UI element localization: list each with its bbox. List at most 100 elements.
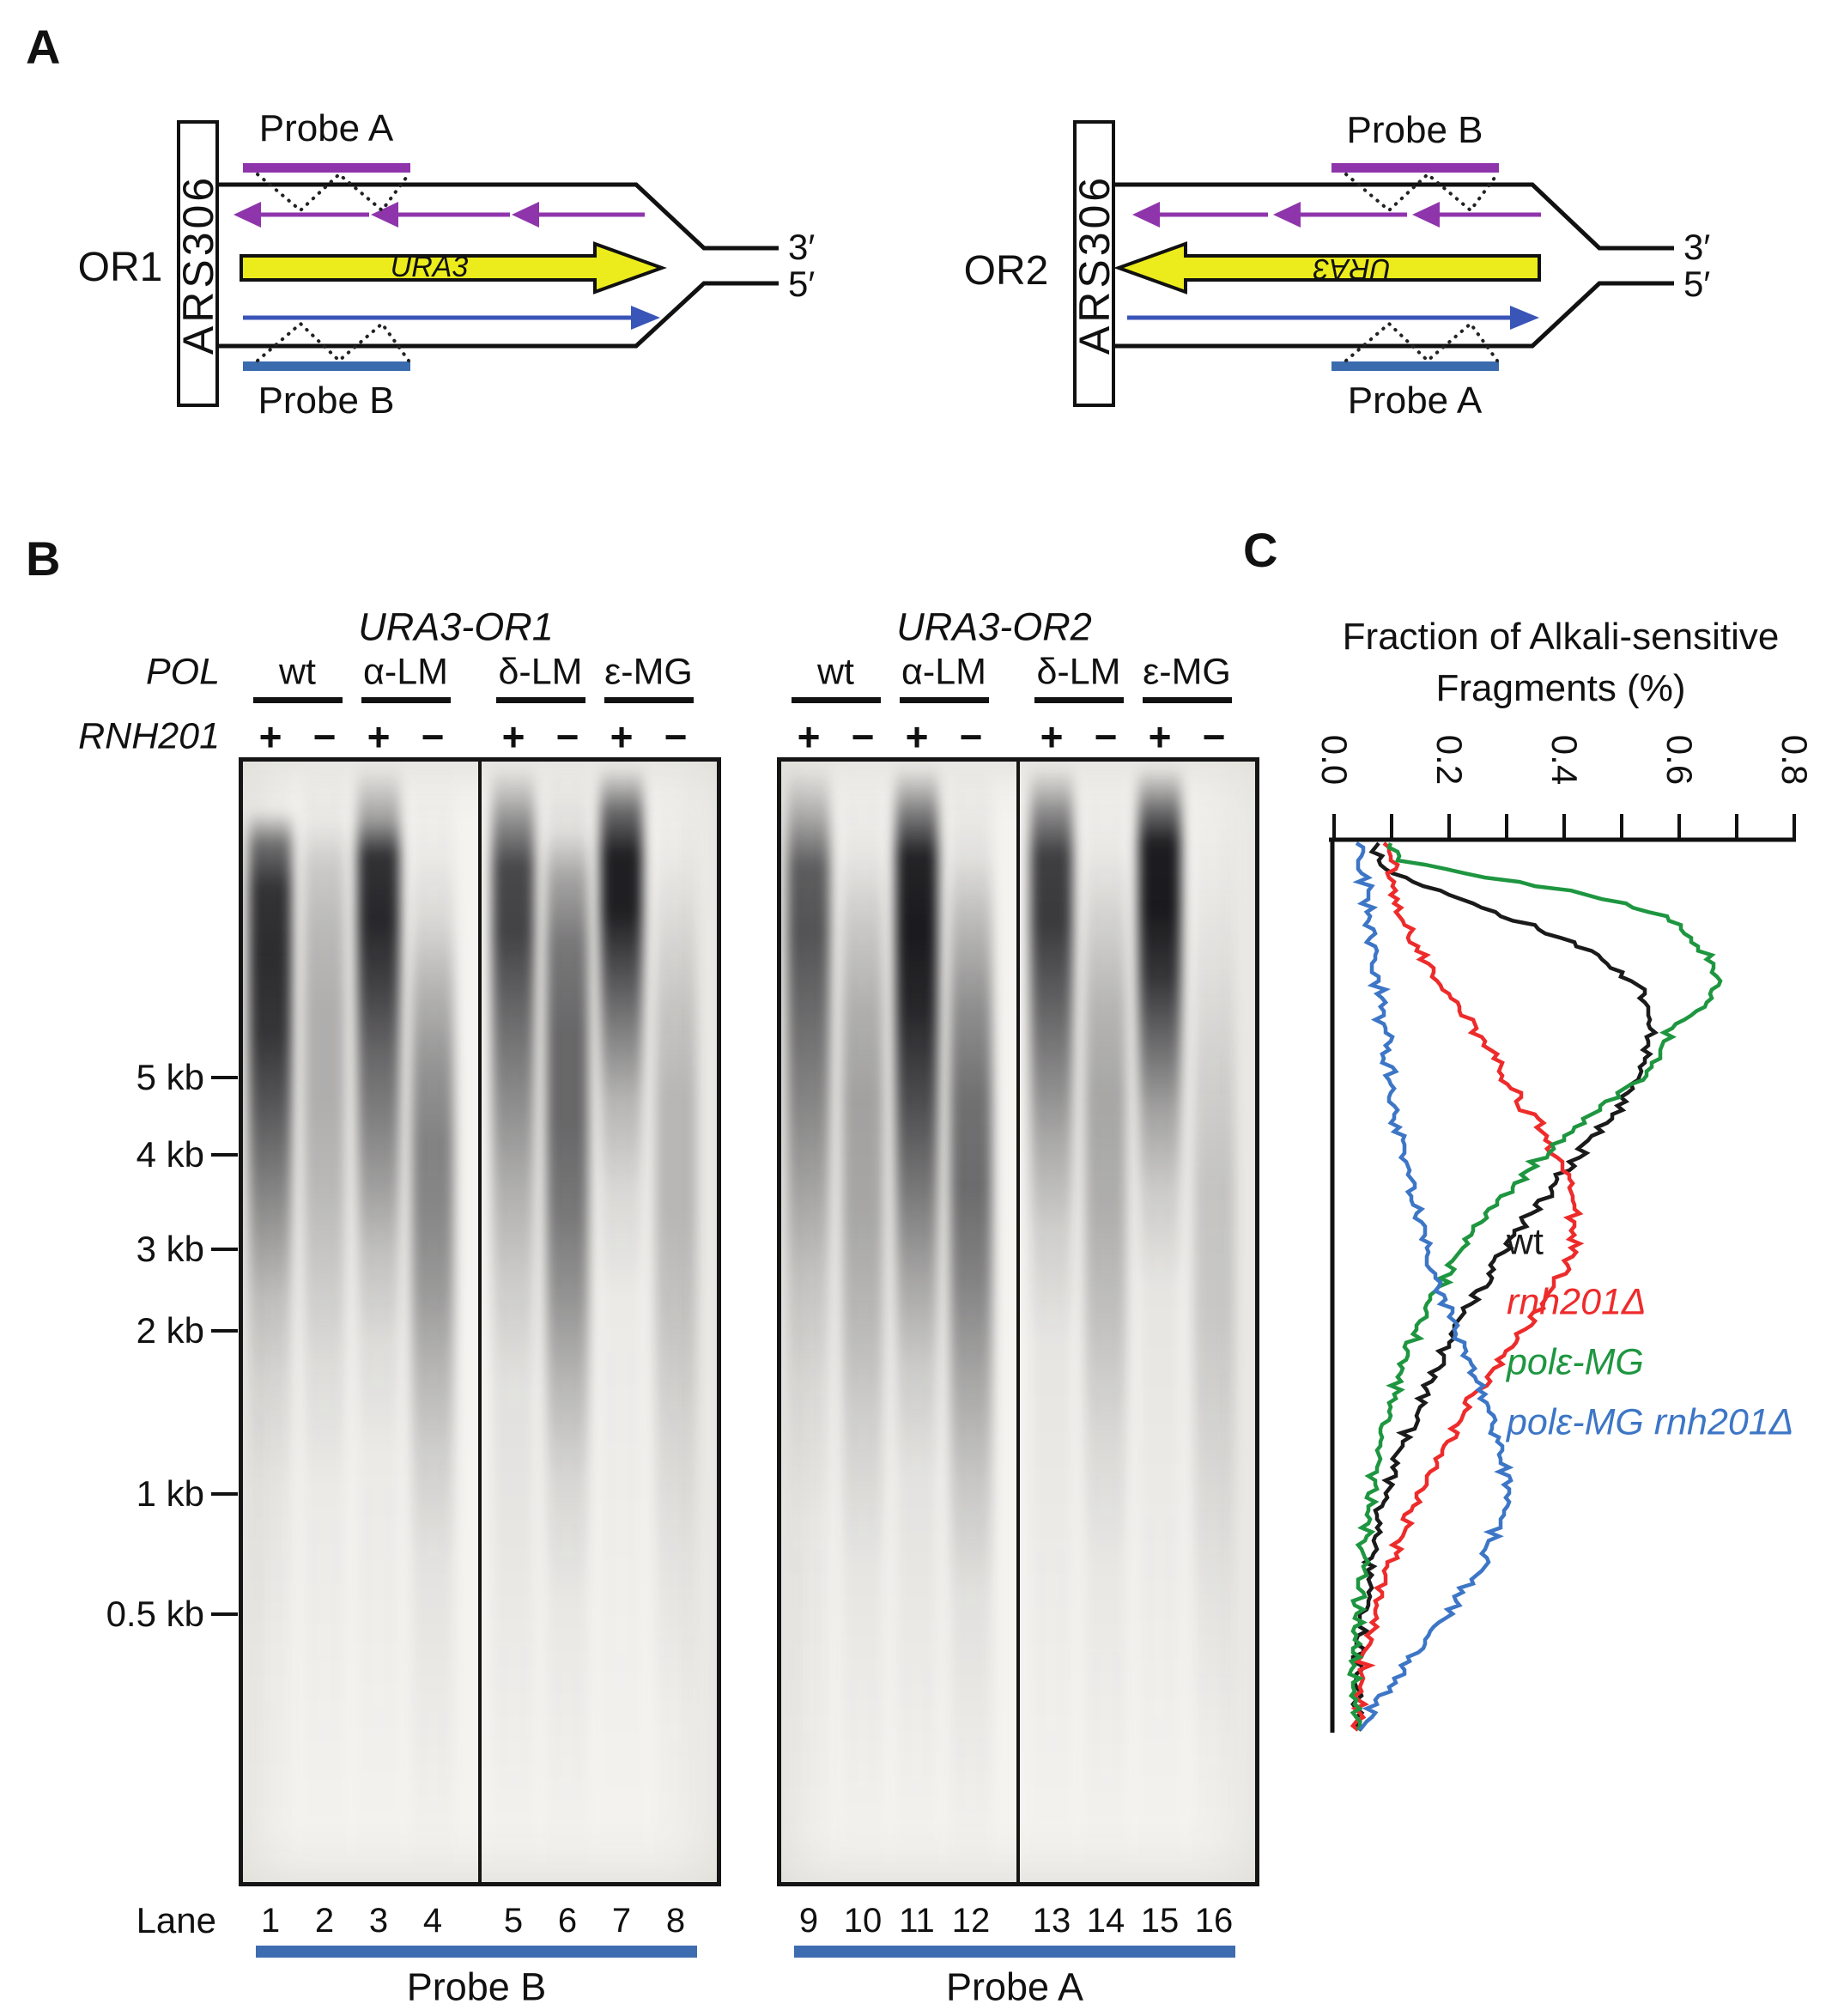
lane-smear <box>249 767 292 1875</box>
size-marker-label: 0.5 kb <box>106 1593 204 1634</box>
pol-group-label: ε-MG <box>604 651 693 693</box>
curve-rnh201d <box>1350 841 1585 1732</box>
pol-group-label: δ-LM <box>498 651 583 693</box>
or2-ura3-gene-arrow <box>1113 241 1541 295</box>
size-marker-label: 1 kb <box>136 1473 204 1514</box>
lane-number: 5 <box>503 1902 524 1940</box>
rnh201-sign: − <box>959 713 983 759</box>
pol-group-underline <box>899 697 989 703</box>
pol-group-underline <box>791 697 881 703</box>
or2-probe-b-bar <box>1331 163 1499 173</box>
lane-smear <box>841 767 884 1875</box>
size-marker-tick <box>211 1492 238 1496</box>
or1-ura3-gene-arrow <box>240 241 667 295</box>
pol-group-label: α-LM <box>363 651 448 693</box>
rnh201-sign: − <box>1094 713 1118 759</box>
or2-probe-b-label: Probe B <box>1346 108 1483 151</box>
or2-3prime-label: 3′ <box>1683 226 1711 267</box>
or1-probe-b-label: Probe B <box>258 379 395 422</box>
gel-divider <box>1016 762 1020 1882</box>
lane-number: 11 <box>899 1902 935 1940</box>
lane-smear <box>492 767 535 1875</box>
lane-number: 9 <box>798 1902 819 1940</box>
or1-top-strand-outline <box>217 182 779 251</box>
or1-5prime-label: 5′ <box>788 263 816 304</box>
rnh201-sign: + <box>501 713 525 759</box>
curve-pole-mg-rnh201d <box>1352 841 1514 1732</box>
size-marker-tick <box>211 1612 238 1616</box>
lane-row-label: Lane <box>136 1899 216 1940</box>
or2-ars306-label: ARS306 <box>1070 173 1119 355</box>
lane-number: 1 <box>260 1902 281 1940</box>
lane-smear <box>357 767 400 1875</box>
or2-probe-a-bar <box>1331 361 1499 371</box>
lane-smear <box>1030 767 1073 1875</box>
lane-smear <box>303 767 346 1875</box>
lane-number: 7 <box>611 1902 632 1940</box>
gel-title: URA3-OR2 <box>896 604 1092 649</box>
lane-number: 2 <box>314 1902 335 1940</box>
probe-span-bar <box>794 1946 1235 1958</box>
or2-probe-a-label: Probe A <box>1347 379 1483 422</box>
rnh201-sign: + <box>905 713 929 759</box>
gel-title: URA3-OR1 <box>358 604 554 649</box>
pol-group-label: δ-LM <box>1036 651 1121 693</box>
or1-name-label: OR1 <box>77 244 163 290</box>
lane-smear <box>546 767 589 1875</box>
lane-number: 8 <box>665 1902 686 1940</box>
pol-group-underline <box>1142 697 1232 703</box>
rnh201-sign: + <box>367 713 391 759</box>
chart-tick-label: 0.2 <box>1429 734 1471 786</box>
or2-top-strand-outline <box>1115 182 1674 251</box>
or2-5prime-label: 5′ <box>1683 263 1711 304</box>
chart-tick-label: 0.0 <box>1314 734 1356 786</box>
rnh201-sign: − <box>1202 713 1226 759</box>
or1-leading-strand-arrow <box>243 306 660 330</box>
pol-group-underline <box>495 697 585 703</box>
legend-item: polε-MG <box>1507 1341 1644 1383</box>
lane-smear <box>895 767 938 1875</box>
lane-smear <box>1138 767 1181 1875</box>
size-marker-tick <box>211 1153 238 1157</box>
rnh201-sign: − <box>664 713 688 759</box>
lane-smear <box>787 767 830 1875</box>
rnh201-sign: + <box>1040 713 1064 759</box>
gel-blot-ura3-or2 <box>777 757 1259 1886</box>
size-marker-tick <box>211 1248 238 1251</box>
lane-number: 4 <box>422 1902 443 1940</box>
or1-ars306-box <box>177 120 219 407</box>
rnh201-sign: + <box>1148 713 1172 759</box>
alkali-chart-axis <box>1329 814 1796 1733</box>
panel-a-label: A <box>26 20 61 74</box>
or1-lagging-strand-arrows <box>234 202 645 228</box>
pol-group-underline <box>361 697 451 703</box>
size-marker-tick <box>211 1329 238 1333</box>
lane-number: 3 <box>368 1902 389 1940</box>
chart-tick-label: 0.8 <box>1774 734 1816 786</box>
size-marker-label: 5 kb <box>136 1056 204 1097</box>
lane-number: 12 <box>951 1902 991 1940</box>
legend-item: wt <box>1507 1221 1544 1263</box>
rnh201-sign: + <box>258 713 282 759</box>
rnh201-sign: − <box>312 713 337 759</box>
probe-span-label: Probe A <box>945 1964 1084 2009</box>
or1-probe-a-label: Probe A <box>258 106 394 149</box>
lane-smear <box>1084 767 1127 1875</box>
or2-lagging-strand-arrows <box>1132 202 1541 228</box>
gel-blot-ura3-or1 <box>239 757 721 1886</box>
lane-smear <box>411 767 454 1875</box>
chart-title-line1: Fraction of Alkali-sensitive <box>1342 615 1780 658</box>
rnh201-sign: + <box>610 713 634 759</box>
pol-row-label: POL <box>145 651 220 693</box>
pol-group-underline <box>1034 697 1124 703</box>
pol-group-label: wt <box>817 651 854 693</box>
or1-ars306-label: ARS306 <box>173 173 222 355</box>
size-marker-label: 3 kb <box>136 1228 204 1269</box>
gel-divider <box>478 762 482 1882</box>
lane-smear <box>654 767 697 1875</box>
or2-bottom-strand-outline <box>1115 281 1674 349</box>
probe-span-label: Probe B <box>406 1964 547 2009</box>
or2-name-label: OR2 <box>963 247 1049 294</box>
or1-hybridization-dots <box>256 172 410 363</box>
